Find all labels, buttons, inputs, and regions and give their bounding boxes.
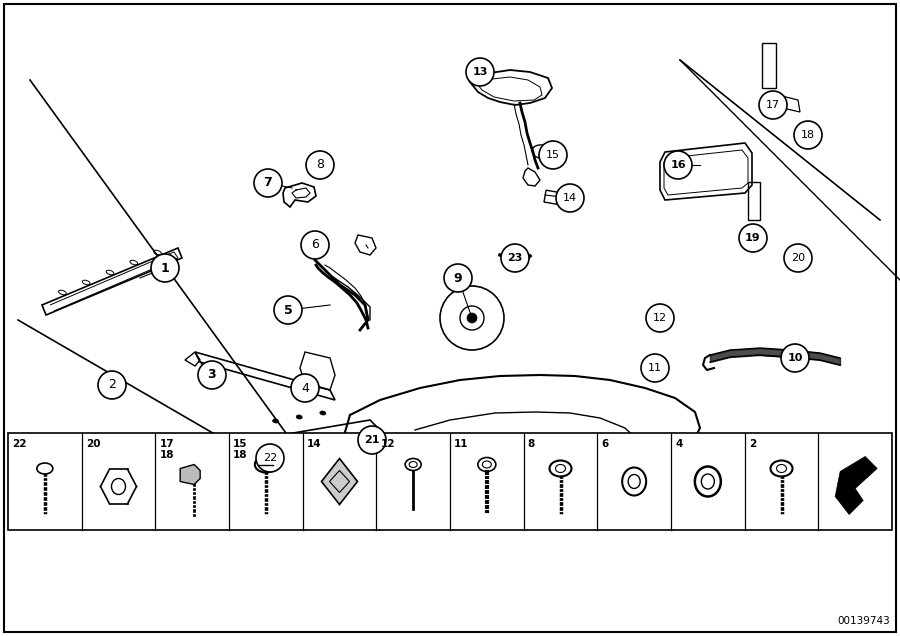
Circle shape [739,224,767,252]
Circle shape [254,169,282,197]
Bar [748,182,760,220]
Circle shape [466,58,494,86]
Text: 20: 20 [86,439,100,449]
Text: 2: 2 [108,378,116,392]
Circle shape [646,304,674,332]
Circle shape [301,231,329,259]
Ellipse shape [320,411,326,415]
Circle shape [501,244,529,272]
Circle shape [794,121,822,149]
Circle shape [358,426,386,454]
Text: 11: 11 [454,439,469,449]
Bar [544,190,563,205]
Circle shape [151,254,179,282]
Text: 3: 3 [208,368,216,382]
Circle shape [781,344,809,372]
Text: 16: 16 [670,160,686,170]
Circle shape [198,361,226,389]
Text: 4: 4 [675,439,682,449]
Text: 20: 20 [791,253,806,263]
Circle shape [444,264,472,292]
Polygon shape [835,457,878,515]
Text: 22: 22 [263,453,277,463]
Text: 13: 13 [472,67,488,77]
Circle shape [256,444,284,472]
Text: 00139743: 00139743 [837,616,890,626]
Circle shape [556,184,584,212]
Text: 19: 19 [745,233,760,243]
Circle shape [274,296,302,324]
Polygon shape [180,464,200,485]
Text: 6: 6 [601,439,608,449]
Text: 15: 15 [233,439,248,449]
Circle shape [98,371,126,399]
Text: 23: 23 [508,253,523,263]
Circle shape [291,374,319,402]
Text: 18: 18 [233,450,248,460]
Text: 14: 14 [307,439,321,449]
Text: 14: 14 [562,193,577,203]
Circle shape [784,244,812,272]
Text: 18: 18 [159,450,174,460]
Text: 22: 22 [12,439,26,449]
Polygon shape [315,260,370,330]
Circle shape [664,151,692,179]
Text: 8: 8 [316,158,324,172]
Ellipse shape [296,415,302,419]
Circle shape [641,354,669,382]
Text: 9: 9 [454,272,463,284]
Circle shape [539,141,567,169]
Text: 2: 2 [749,439,756,449]
Text: 5: 5 [284,303,292,317]
Bar [762,43,776,88]
Text: 21: 21 [364,435,380,445]
Text: 12: 12 [652,313,667,323]
Text: 18: 18 [801,130,815,140]
Text: 10: 10 [788,353,803,363]
Text: 17: 17 [766,100,780,110]
Circle shape [306,151,334,179]
Ellipse shape [273,419,279,423]
Text: 11: 11 [648,363,662,373]
Text: 15: 15 [546,150,560,160]
Circle shape [467,313,477,323]
Text: 17: 17 [159,439,174,449]
Text: 6: 6 [311,238,319,251]
Text: 4: 4 [302,382,309,394]
Text: 7: 7 [264,177,273,190]
Polygon shape [321,459,357,504]
Text: 12: 12 [381,439,395,449]
Circle shape [759,91,787,119]
Text: 8: 8 [527,439,535,449]
Text: 1: 1 [160,261,169,275]
Bar [8,433,892,530]
